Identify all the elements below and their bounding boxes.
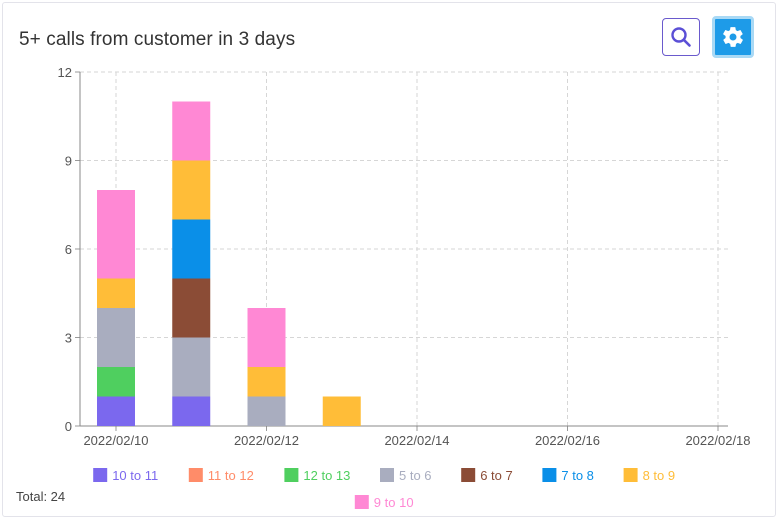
chart-title: 5+ calls from customer in 3 days bbox=[19, 29, 296, 50]
legend-swatch bbox=[188, 468, 203, 482]
bar-segment bbox=[97, 308, 135, 367]
bar-segment bbox=[172, 101, 211, 161]
bar-segment bbox=[172, 160, 211, 220]
legend-label: 10 to 11 bbox=[112, 468, 158, 483]
y-tick-label: 12 bbox=[58, 65, 72, 80]
legend-label: 12 to 13 bbox=[303, 468, 350, 483]
x-tick-label: 2022/02/18 bbox=[685, 433, 750, 448]
x-tick-label: 2022/02/14 bbox=[384, 433, 449, 448]
x-tick-label: 2022/02/12 bbox=[234, 433, 299, 448]
legend-label: 11 to 12 bbox=[208, 468, 254, 483]
bar-segment bbox=[172, 396, 211, 426]
bar-segment bbox=[97, 278, 135, 308]
bar-segment bbox=[172, 219, 211, 279]
bar-segment bbox=[172, 337, 211, 397]
gear-icon bbox=[723, 27, 743, 47]
x-tick-label: 2022/02/10 bbox=[83, 433, 148, 448]
legend-swatch bbox=[623, 468, 638, 482]
legend-swatch bbox=[461, 468, 476, 482]
legend-label: 8 to 9 bbox=[643, 468, 676, 483]
legend-swatch bbox=[380, 468, 394, 482]
bar-segment bbox=[97, 396, 135, 426]
bar-segment bbox=[247, 396, 286, 426]
legend-swatch bbox=[542, 468, 557, 482]
bar-segment bbox=[172, 278, 211, 338]
x-tick-label: 2022/02/16 bbox=[535, 433, 600, 448]
legend-swatch bbox=[284, 468, 299, 482]
search-icon bbox=[671, 27, 691, 47]
total-count: Total: 24 bbox=[16, 489, 66, 504]
legend-swatch bbox=[354, 495, 369, 509]
y-tick-label: 9 bbox=[65, 154, 72, 169]
y-tick-label: 6 bbox=[65, 242, 72, 257]
legend-label: 6 to 7 bbox=[480, 468, 513, 483]
bar-segment bbox=[97, 367, 135, 397]
legend-label: 5 to 6 bbox=[399, 468, 432, 483]
bar-segment bbox=[322, 396, 361, 426]
bar-segment bbox=[247, 367, 286, 397]
legend-swatch bbox=[93, 468, 108, 482]
y-tick-label: 0 bbox=[65, 419, 72, 434]
legend-label: 7 to 8 bbox=[561, 468, 594, 483]
legend-label: 9 to 10 bbox=[374, 495, 414, 510]
search-button[interactable] bbox=[662, 18, 700, 56]
settings-button[interactable] bbox=[712, 16, 754, 58]
bar-segment bbox=[247, 308, 286, 367]
y-tick-label: 3 bbox=[65, 331, 72, 346]
bar-segment bbox=[97, 190, 135, 279]
